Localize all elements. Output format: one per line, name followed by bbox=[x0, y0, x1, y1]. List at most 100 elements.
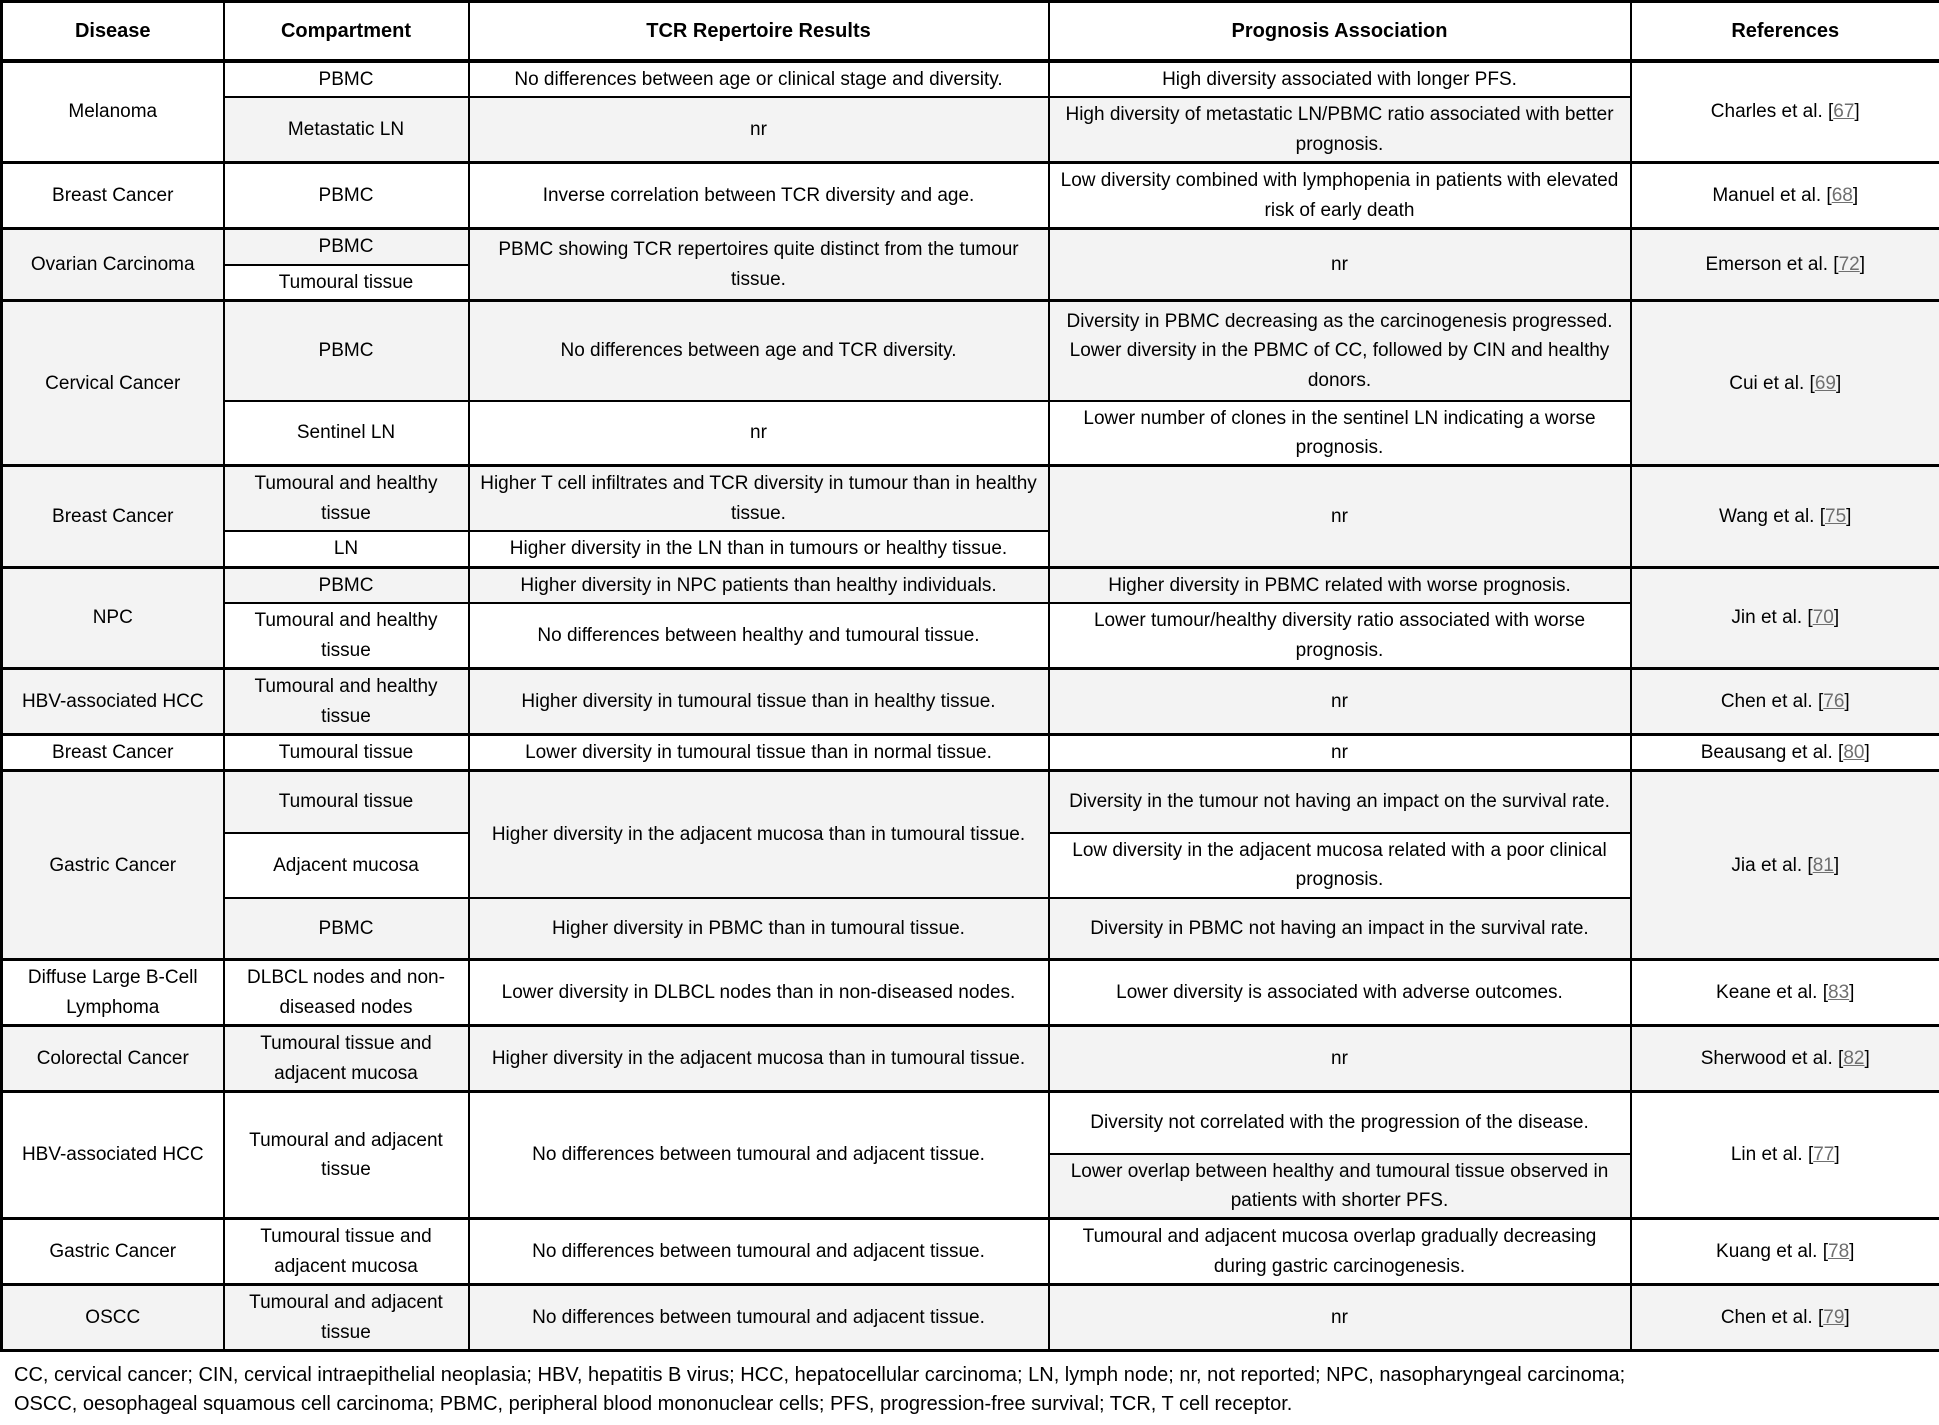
table-row: Breast Cancer PBMC Inverse correlation b… bbox=[2, 163, 1939, 229]
column-header-tcr-results: TCR Repertoire Results bbox=[469, 2, 1049, 62]
citation-link[interactable]: 67 bbox=[1833, 101, 1854, 122]
abbreviations-line-1: CC, cervical cancer; CIN, cervical intra… bbox=[14, 1361, 1935, 1390]
compartment-cell: Tumoural tissue and adjacent mucosa bbox=[224, 1026, 469, 1092]
disease-cell: NPC bbox=[2, 567, 224, 668]
tcr-result-cell: Higher diversity in the adjacent mucosa … bbox=[469, 1026, 1049, 1092]
citation-link[interactable]: 70 bbox=[1813, 607, 1834, 628]
column-header-prognosis: Prognosis Association bbox=[1049, 2, 1631, 62]
tcr-result-cell: Higher diversity in PBMC than in tumoura… bbox=[469, 898, 1049, 960]
prognosis-cell: Diversity in the tumour not having an im… bbox=[1049, 771, 1631, 833]
prognosis-cell: Lower diversity is associated with adver… bbox=[1049, 960, 1631, 1026]
reference-text: Chen et al. [ bbox=[1721, 691, 1823, 712]
citation-link[interactable]: 80 bbox=[1843, 742, 1864, 763]
reference-text: ] bbox=[1860, 254, 1865, 275]
reference-text: ] bbox=[1844, 691, 1849, 712]
reference-cell: Sherwood et al. [82] bbox=[1631, 1026, 1939, 1092]
abbreviations-note: CC, cervical cancer; CIN, cervical intra… bbox=[0, 1352, 1939, 1425]
prognosis-cell: Lower overlap between healthy and tumour… bbox=[1049, 1154, 1631, 1219]
citation-link[interactable]: 82 bbox=[1843, 1048, 1864, 1069]
compartment-cell: Tumoural tissue bbox=[224, 771, 469, 833]
citation-link[interactable]: 75 bbox=[1825, 506, 1846, 527]
disease-cell: Breast Cancer bbox=[2, 734, 224, 770]
table-row: HBV-associated HCC Tumoural and adjacent… bbox=[2, 1092, 1939, 1154]
citation-link[interactable]: 69 bbox=[1815, 373, 1836, 394]
reference-cell: Kuang et al. [78] bbox=[1631, 1219, 1939, 1285]
compartment-cell: PBMC bbox=[224, 61, 469, 97]
disease-cell: Colorectal Cancer bbox=[2, 1026, 224, 1092]
citation-link[interactable]: 78 bbox=[1828, 1241, 1849, 1262]
table-row: Breast Cancer Tumoural and healthy tissu… bbox=[2, 466, 1939, 531]
disease-cell: Cervical Cancer bbox=[2, 301, 224, 466]
reference-cell: Lin et al. [77] bbox=[1631, 1092, 1939, 1219]
tcr-result-cell: No differences between age or clinical s… bbox=[469, 61, 1049, 97]
disease-cell: Melanoma bbox=[2, 61, 224, 163]
tcr-result-cell: nr bbox=[469, 401, 1049, 466]
reference-text: ] bbox=[1834, 1144, 1839, 1165]
tcr-result-cell: Higher diversity in the adjacent mucosa … bbox=[469, 771, 1049, 898]
citation-link[interactable]: 72 bbox=[1839, 254, 1860, 275]
reference-text: ] bbox=[1849, 1241, 1854, 1262]
tcr-result-cell: No differences between tumoural and adja… bbox=[469, 1219, 1049, 1285]
prognosis-cell: nr bbox=[1049, 229, 1631, 301]
table-row: NPC PBMC Higher diversity in NPC patient… bbox=[2, 567, 1939, 603]
tcr-result-cell: Lower diversity in DLBCL nodes than in n… bbox=[469, 960, 1049, 1026]
compartment-cell: Metastatic LN bbox=[224, 97, 469, 162]
tcr-result-cell: Lower diversity in tumoural tissue than … bbox=[469, 734, 1049, 770]
table-row: Gastric Cancer Tumoural tissue Higher di… bbox=[2, 771, 1939, 833]
reference-cell: Jin et al. [70] bbox=[1631, 567, 1939, 668]
disease-cell: Breast Cancer bbox=[2, 466, 224, 567]
compartment-cell: Tumoural and healthy tissue bbox=[224, 466, 469, 531]
prognosis-cell: High diversity associated with longer PF… bbox=[1049, 61, 1631, 97]
compartment-cell: Tumoural and adjacent tissue bbox=[224, 1285, 469, 1351]
compartment-cell: PBMC bbox=[224, 301, 469, 401]
disease-cell: OSCC bbox=[2, 1285, 224, 1351]
reference-text: Charles et al. [ bbox=[1711, 101, 1834, 122]
prognosis-cell: Higher diversity in PBMC related with wo… bbox=[1049, 567, 1631, 603]
tcr-result-cell: nr bbox=[469, 97, 1049, 162]
tcr-result-cell: No differences between tumoural and adja… bbox=[469, 1285, 1049, 1351]
prognosis-cell: Lower tumour/healthy diversity ratio ass… bbox=[1049, 603, 1631, 668]
citation-link[interactable]: 81 bbox=[1813, 855, 1834, 876]
abbreviations-line-2: OSCC, oesophageal squamous cell carcinom… bbox=[14, 1390, 1935, 1419]
reference-text: Jin et al. [ bbox=[1731, 607, 1812, 628]
prognosis-cell: Tumoural and adjacent mucosa overlap gra… bbox=[1049, 1219, 1631, 1285]
citation-link[interactable]: 79 bbox=[1823, 1307, 1844, 1328]
compartment-cell: Tumoural tissue and adjacent mucosa bbox=[224, 1219, 469, 1285]
reference-cell: Jia et al. [81] bbox=[1631, 771, 1939, 960]
reference-text: ] bbox=[1844, 1307, 1849, 1328]
citation-link[interactable]: 83 bbox=[1828, 982, 1849, 1003]
compartment-cell: PBMC bbox=[224, 229, 469, 265]
reference-text: Wang et al. [ bbox=[1719, 506, 1825, 527]
table-row: Ovarian Carcinoma PBMC PBMC showing TCR … bbox=[2, 229, 1939, 265]
reference-cell: Wang et al. [75] bbox=[1631, 466, 1939, 567]
compartment-cell: Tumoural and adjacent tissue bbox=[224, 1092, 469, 1219]
prognosis-cell: Lower number of clones in the sentinel L… bbox=[1049, 401, 1631, 466]
citation-link[interactable]: 76 bbox=[1823, 691, 1844, 712]
tcr-result-cell: No differences between healthy and tumou… bbox=[469, 603, 1049, 668]
citation-link[interactable]: 68 bbox=[1832, 185, 1853, 206]
column-header-references: References bbox=[1631, 2, 1939, 62]
tcr-result-cell: Higher diversity in tumoural tissue than… bbox=[469, 669, 1049, 735]
reference-text: Chen et al. [ bbox=[1721, 1307, 1823, 1328]
table-row: Breast Cancer Tumoural tissue Lower dive… bbox=[2, 734, 1939, 770]
table-row: Diffuse Large B-Cell Lymphoma DLBCL node… bbox=[2, 960, 1939, 1026]
reference-cell: Charles et al. [67] bbox=[1631, 61, 1939, 163]
prognosis-cell: Diversity not correlated with the progre… bbox=[1049, 1092, 1631, 1154]
column-header-compartment: Compartment bbox=[224, 2, 469, 62]
tcr-result-cell: Higher diversity in NPC patients than he… bbox=[469, 567, 1049, 603]
reference-cell: Manuel et al. [68] bbox=[1631, 163, 1939, 229]
compartment-cell: DLBCL nodes and non-diseased nodes bbox=[224, 960, 469, 1026]
compartment-cell: PBMC bbox=[224, 163, 469, 229]
disease-cell: Ovarian Carcinoma bbox=[2, 229, 224, 301]
tcr-result-cell: No differences between age and TCR diver… bbox=[469, 301, 1049, 401]
table-row: OSCC Tumoural and adjacent tissue No dif… bbox=[2, 1285, 1939, 1351]
tcr-result-cell: Higher T cell infiltrates and TCR divers… bbox=[469, 466, 1049, 531]
citation-link[interactable]: 77 bbox=[1813, 1144, 1834, 1165]
reference-text: ] bbox=[1836, 373, 1841, 394]
table-row: Cervical Cancer PBMC No differences betw… bbox=[2, 301, 1939, 401]
column-header-disease: Disease bbox=[2, 2, 224, 62]
tcr-repertoire-table: Disease Compartment TCR Repertoire Resul… bbox=[0, 0, 1939, 1352]
reference-cell: Emerson et al. [72] bbox=[1631, 229, 1939, 301]
compartment-cell: PBMC bbox=[224, 567, 469, 603]
reference-text: ] bbox=[1834, 855, 1839, 876]
